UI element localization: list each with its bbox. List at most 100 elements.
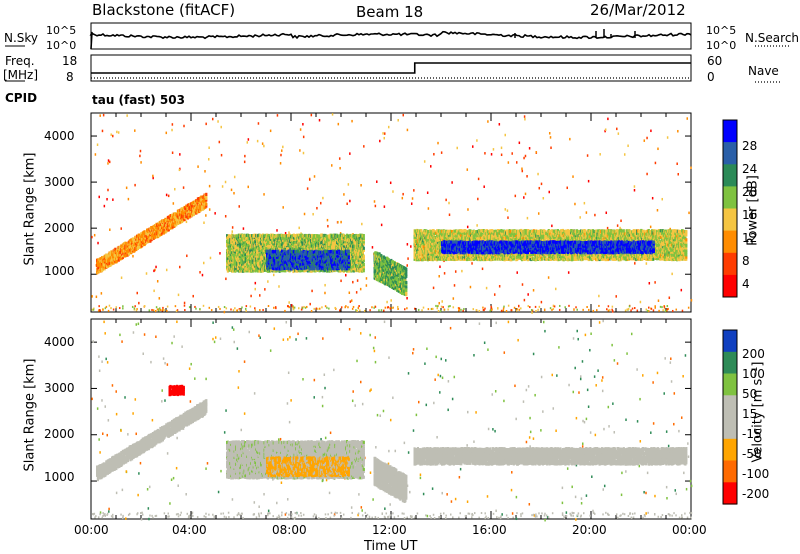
power-band-1-cell [264,233,267,237]
power-noise-point [220,125,222,129]
xtick-3: 12:00 [372,523,407,537]
power-ground-point [458,307,461,310]
power-noise-point [291,304,293,307]
power-ground-point [552,307,555,310]
power-band-1-cell [361,252,364,256]
power-ground-point [592,309,595,312]
power-noise-point [411,197,414,200]
power-ground-point [249,305,252,308]
power-noise-point [438,274,440,278]
power-noise-point [551,224,553,228]
power-noise-point [586,154,589,157]
power-noise-point [167,194,170,198]
power-ground-point [334,306,336,309]
power-noise-point [566,186,568,190]
power-ground-point [303,305,305,308]
nave-label: Nave [748,64,779,78]
power-noise-point [338,157,341,160]
power-band-1-cell [230,260,233,264]
power-band-1-cell [226,236,229,240]
power-band-2-cell [308,257,311,261]
power-band-1-cell [237,235,240,240]
power-noise-point [231,226,234,229]
power-ground-point [112,308,115,311]
power-ground-point [234,307,236,310]
power-ground-point [321,306,323,309]
power-noise-point [410,202,413,205]
power-noise-point [139,154,141,158]
power-noise-point [109,228,111,231]
power-cbar-tick-20: 20 [742,185,758,199]
power-noise-point [666,136,669,139]
power-cbar-tick-16: 16 [742,208,758,222]
power-noise-point [238,205,240,208]
power-ground-point [687,306,690,309]
power-band-1-cell [362,254,365,258]
power-band-2-cell [280,263,283,267]
power-noise-point [197,165,199,168]
power-ground-point [93,307,95,310]
power-noise-point [371,246,374,249]
power-noise-point [498,285,501,288]
power-noise-point [140,161,142,164]
freq-line [91,62,691,74]
power-noise-point [484,152,486,155]
power-band-2-cell [316,250,319,254]
power-noise-point [350,299,353,302]
power-band-0-cell [148,237,151,241]
power-ground-point [199,308,201,311]
power-ground-point [633,307,636,310]
power-noise-point [322,196,324,200]
power-band-2-cell [324,263,327,267]
power-noise-point [448,213,451,217]
power-ground-point [518,308,521,311]
power-ground-point [671,309,674,312]
power-noise-point [471,262,473,265]
power-ground-point [458,309,460,312]
power-ground-point [288,306,291,309]
power-noise-point [585,211,588,214]
power-ground-point [324,305,327,308]
power-noise-point [94,153,97,156]
power-noise-point [407,257,409,260]
power-ground-point [225,307,228,310]
power-band-2-cell [276,253,279,258]
power-noise-point [233,175,236,179]
power-noise-point [524,154,527,158]
power-ground-point [666,309,668,312]
power-ground-point [520,307,522,310]
power-ground-point [300,308,303,311]
power-band-1-cell [362,240,365,244]
power-band-2-cell [279,258,282,262]
power-ground-point [417,308,420,311]
power-ground-point [582,308,584,311]
power-band-0-cell [205,192,208,196]
power-noise-point [569,137,571,141]
power-band-0-cell [191,204,194,208]
power-band-2-cell [313,267,316,271]
power-ground-point [259,309,261,312]
power-noise-point [498,123,501,126]
power-band-0-cell [205,204,208,208]
power-ground-point [457,306,460,309]
power-band-0-cell [143,230,146,234]
power-noise-point [99,114,101,117]
power-band-0-cell [168,225,171,229]
power-ground-point [155,306,158,309]
power-noise-point [500,146,503,150]
power-ground-point [449,305,451,308]
power-noise-point [461,269,463,273]
power-band-2-cell [309,249,312,253]
power-ground-point [607,305,610,308]
power-band-1-cell [244,254,247,258]
power-noise-point [521,283,524,286]
power-band-1-cell [347,269,350,273]
power-ground-point [645,308,648,311]
power-ground-point [102,308,104,311]
power-band-2-cell [288,262,291,266]
power-ground-point [432,307,434,310]
power-noise-point [112,134,114,138]
power-ground-point [304,306,307,309]
power-band-0-cell [181,208,184,212]
power-noise-point [360,184,362,187]
